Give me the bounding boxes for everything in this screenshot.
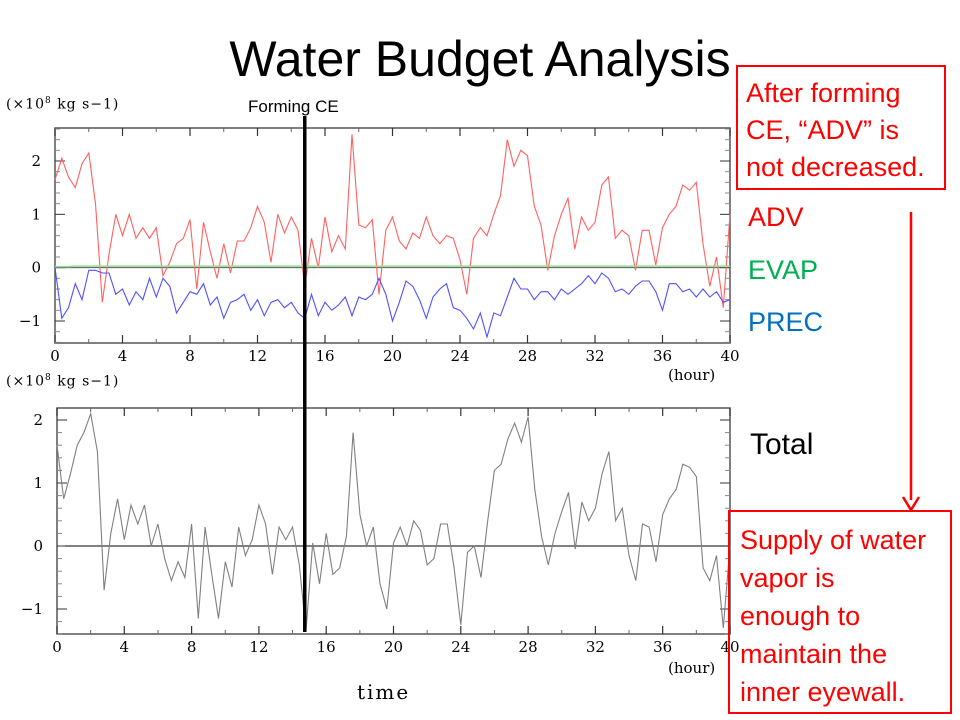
note-bottom-line: vapor is <box>740 563 835 593</box>
note-top-line: CE, “ADV” is <box>746 115 900 145</box>
top-x-tick-label: 12 <box>248 347 267 365</box>
bottom-x-tick-label: 4 <box>120 638 130 656</box>
bottom-x-tick-label: 28 <box>519 638 538 656</box>
bottom-plot-frame <box>56 407 731 635</box>
legend-prec: PREC <box>748 307 824 337</box>
top-x-tick-label: 0 <box>50 347 60 365</box>
bottom-x-tick-label: 40 <box>720 638 739 656</box>
bottom-y-tick-label: 2 <box>33 411 43 429</box>
bottom-x-tick-label: 36 <box>653 638 672 656</box>
top-x-tick-label: 36 <box>653 347 672 365</box>
bottom-x-tick-label: 24 <box>451 638 470 656</box>
bottom-y-tick-label: −1 <box>21 600 43 618</box>
bottom-x-tick-label: 20 <box>384 638 403 656</box>
bottom-y-tick-label: 0 <box>33 537 43 555</box>
bottom-chart-hour-label: (hour) <box>668 659 716 677</box>
total-label: Total <box>750 428 814 461</box>
top-chart-hour-label: (hour) <box>668 366 716 384</box>
top-x-tick-label: 24 <box>450 347 469 365</box>
bottom-x-tick-label: 16 <box>317 638 336 656</box>
top-x-tick-label: 40 <box>720 347 739 365</box>
top-y-tick-label: 2 <box>31 152 41 170</box>
top-series-evap <box>55 265 730 268</box>
top-x-tick-label: 16 <box>315 347 334 365</box>
note-bottom-line: inner eyewall. <box>740 677 906 707</box>
top-y-tick-label: 1 <box>31 205 41 223</box>
top-y-tick-label: −1 <box>19 312 41 330</box>
legend-adv: ADV <box>748 202 804 232</box>
top-x-tick-label: 4 <box>118 347 128 365</box>
bottom-series-total <box>56 411 731 632</box>
top-y-tick-label: 0 <box>31 259 41 277</box>
forming-ce-label: Forming CE <box>248 97 339 116</box>
bottom-chart-unit-label: (×108 kg s−1) <box>6 373 120 390</box>
top-series-prec <box>54 267 731 340</box>
top-series-adv <box>54 134 731 308</box>
note-bottom-line: enough to <box>740 601 861 631</box>
top-chart-unit-label: (×108 kg s−1) <box>6 96 120 113</box>
note-supply-enough: Supply of water vapor is enough to maint… <box>728 510 952 714</box>
top-x-tick-label: 8 <box>185 347 195 365</box>
bottom-x-tick-label: 32 <box>586 638 605 656</box>
top-x-tick-label: 32 <box>585 347 604 365</box>
note-bottom-line: Supply of water <box>740 525 927 555</box>
bottom-x-tick-label: 12 <box>249 638 268 656</box>
bottom-y-tick-label: 1 <box>33 474 43 492</box>
note-top-line: not decreased. <box>746 152 925 182</box>
top-x-tick-label: 28 <box>518 347 537 365</box>
bottom-x-tick-label: 0 <box>52 638 62 656</box>
bottom-x-tick-label: 8 <box>187 638 197 656</box>
note-top-line: After forming <box>746 78 901 108</box>
top-x-tick-label: 20 <box>383 347 402 365</box>
slide-title: Water Budget Analysis <box>229 31 731 87</box>
legend-evap: EVAP <box>748 255 819 285</box>
note-bottom-line: maintain the <box>740 639 888 669</box>
time-axis-label: time <box>357 680 411 704</box>
note-adv-not-decreased: After forming CE, “ADV” is not decreased… <box>736 65 946 190</box>
